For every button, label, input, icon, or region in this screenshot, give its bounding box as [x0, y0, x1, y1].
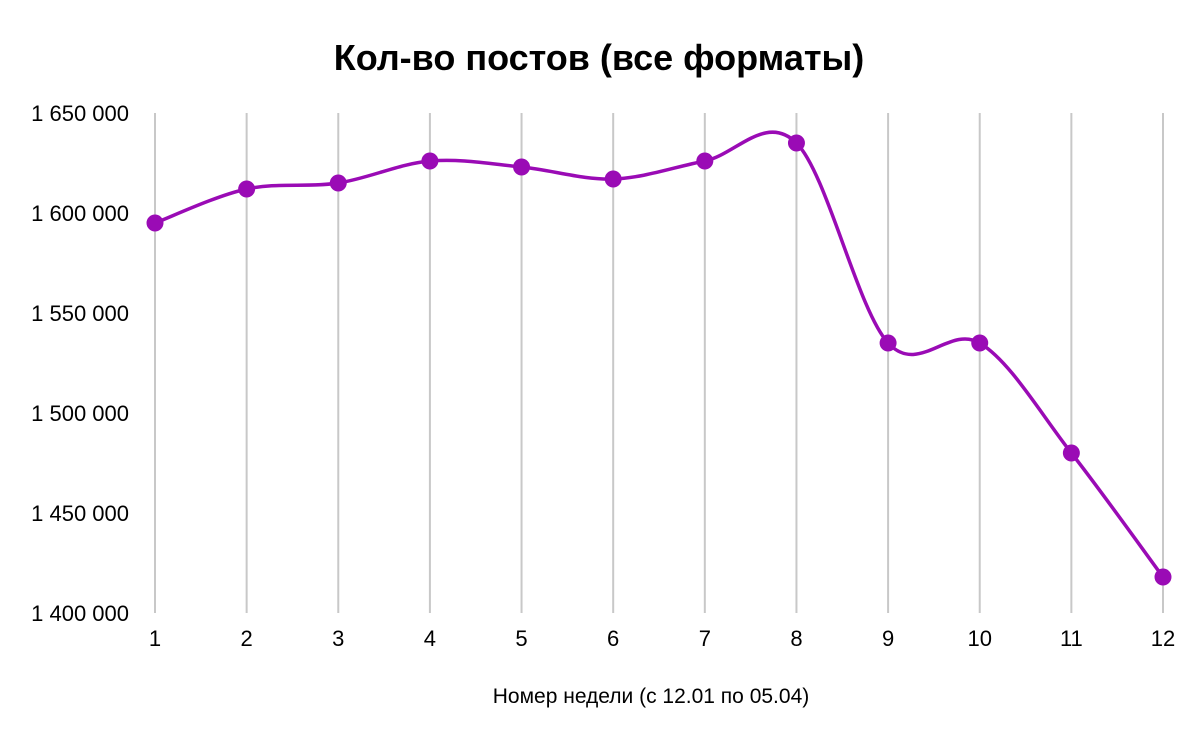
- x-tick-label: 2: [241, 626, 253, 651]
- data-point-week-9: [879, 334, 897, 352]
- data-point-week-5: [513, 158, 531, 176]
- x-tick-label: 11: [1060, 626, 1083, 651]
- data-point-week-6: [604, 170, 622, 188]
- x-tick-label: 9: [882, 626, 894, 651]
- data-point-week-3: [329, 174, 347, 192]
- data-point-week-2: [238, 180, 256, 198]
- x-tick-label: 10: [967, 626, 991, 651]
- x-tick-label: 5: [515, 626, 527, 651]
- x-tick-label: 4: [424, 626, 436, 651]
- gridlines: [154, 113, 1164, 613]
- data-point-week-1: [146, 214, 164, 232]
- chart-title: Кол-во постов (все форматы): [334, 37, 864, 78]
- y-axis-ticks: 1 400 000 1 450 000 1 500 000 1 550 000 1 60…: [31, 101, 129, 626]
- data-point-week-8: [787, 134, 805, 152]
- x-tick-label: 1: [149, 626, 161, 651]
- x-tick-label: 3: [332, 626, 344, 651]
- x-tick-label: 12: [1151, 626, 1175, 651]
- y-tick-label: 1 650 000: [31, 101, 129, 126]
- x-axis-title: Номер недели (с 12.01 по 05.04): [493, 685, 810, 708]
- x-tick-label: 8: [790, 626, 802, 651]
- data-point-week-11: [1062, 444, 1080, 462]
- data-point-week-7: [696, 152, 714, 170]
- data-points: [146, 134, 1172, 586]
- data-point-week-4: [421, 152, 439, 170]
- data-point-week-12: [1154, 568, 1172, 586]
- y-tick-label: 1 500 000: [31, 401, 129, 426]
- y-tick-label: 1 550 000: [31, 301, 129, 326]
- series-line: [153, 130, 1165, 579]
- y-tick-label: 1 600 000: [31, 201, 129, 226]
- x-axis-ticks: 1 2 3 4 5 6 7 8 9 10 11 12: [149, 626, 1175, 651]
- x-tick-label: 7: [699, 626, 711, 651]
- data-point-week-10: [971, 334, 989, 352]
- y-tick-label: 1 400 000: [31, 601, 129, 626]
- y-tick-label: 1 450 000: [31, 501, 129, 526]
- x-tick-label: 6: [607, 626, 619, 651]
